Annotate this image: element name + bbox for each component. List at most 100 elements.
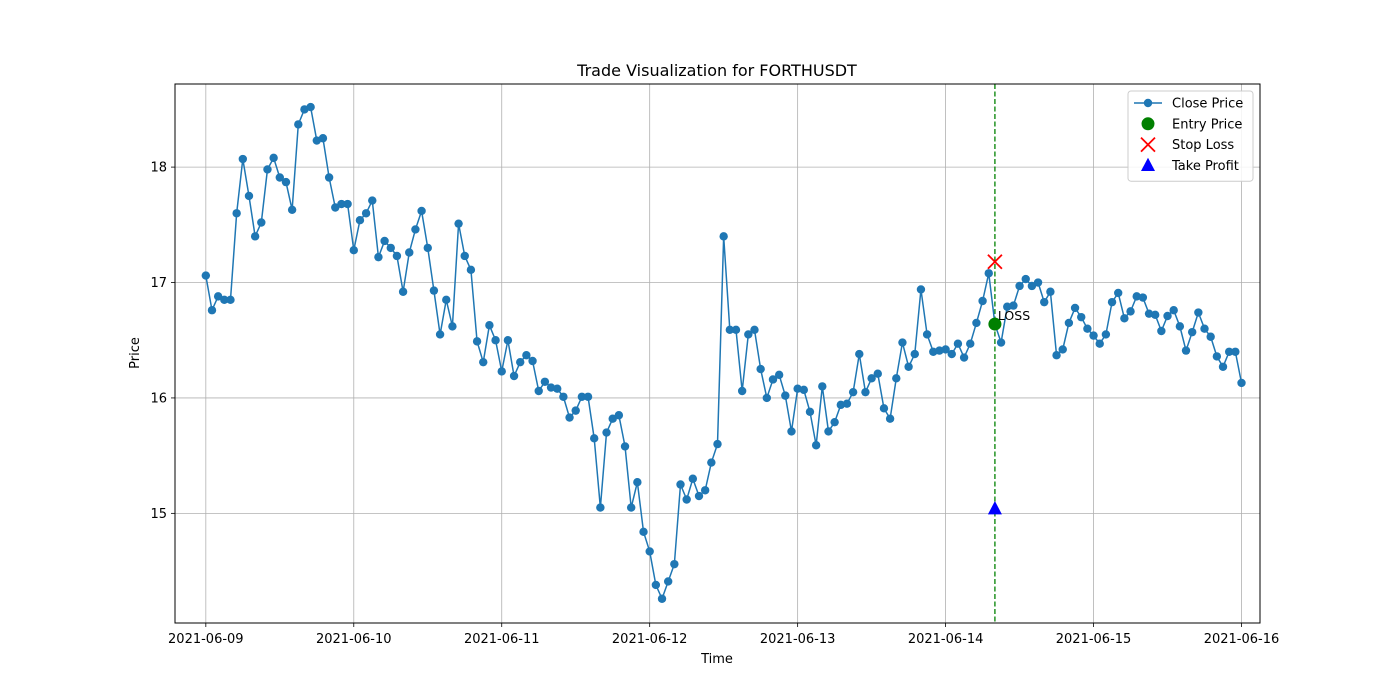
close-price-point — [762, 393, 772, 403]
close-price-point — [700, 486, 710, 495]
close-price-point — [355, 215, 365, 225]
close-price-point — [645, 547, 654, 556]
close-price-point — [799, 385, 809, 395]
close-price-point — [1194, 308, 1203, 317]
close-price-point — [1187, 327, 1197, 337]
close-price-point — [694, 491, 704, 501]
close-price-point — [688, 474, 698, 483]
close-price-point — [565, 413, 574, 422]
close-price-point — [1058, 345, 1067, 354]
close-price-point — [861, 387, 870, 397]
close-price-point — [522, 351, 531, 360]
close-price-point — [657, 594, 667, 603]
close-price-point — [220, 295, 229, 305]
x-tick-label: 2021-06-10 — [316, 632, 392, 647]
close-price-point — [1027, 281, 1037, 291]
close-price-point — [1033, 278, 1043, 287]
close-price-point — [226, 295, 235, 305]
close-price-point — [1181, 346, 1191, 355]
close-price-point — [756, 364, 765, 374]
x-tick-label: 2021-06-14 — [908, 632, 984, 647]
close-price-point — [713, 439, 722, 449]
close-price-point — [250, 232, 260, 241]
close-price-point — [343, 199, 352, 209]
close-price-point — [818, 382, 827, 391]
close-price-point — [368, 196, 377, 205]
close-price-point — [1231, 347, 1240, 356]
close-price-point — [466, 265, 476, 275]
close-price-point — [663, 577, 673, 586]
close-price-point — [559, 392, 568, 401]
close-price-point — [781, 391, 790, 400]
close-price-point — [201, 271, 211, 280]
close-price-point — [442, 295, 451, 305]
close-price-point — [275, 173, 284, 182]
close-price-point — [1083, 324, 1092, 333]
close-price-point — [448, 322, 457, 331]
close-price-point — [491, 336, 500, 345]
y-axis-label: Price — [128, 337, 143, 369]
legend-swatch-triangle — [1141, 157, 1155, 171]
markers-layer — [987, 254, 1003, 515]
close-price-point — [380, 236, 389, 246]
x-tick-label: 2021-06-09 — [168, 632, 244, 647]
close-price-point — [633, 477, 642, 487]
close-price-point — [608, 414, 617, 423]
close-price-point — [553, 384, 562, 393]
close-price-point — [959, 353, 969, 362]
close-price-point — [1163, 311, 1172, 321]
close-price-point — [676, 480, 685, 489]
x-axis-label: Time — [700, 652, 733, 667]
close-price-point — [842, 399, 852, 408]
close-price-point — [1114, 288, 1123, 298]
close-price-point — [294, 120, 303, 129]
close-price-point — [411, 225, 420, 234]
close-price-point — [972, 318, 981, 328]
close-price-point — [472, 337, 482, 346]
close-price-point — [596, 503, 605, 512]
close-price-point — [744, 330, 753, 339]
close-price-point — [1169, 306, 1178, 315]
series-layer — [201, 102, 1246, 603]
legend-frame — [1127, 90, 1254, 182]
legend-label: Stop Loss — [1172, 138, 1234, 153]
close-price-point — [922, 330, 932, 339]
close-price-point — [238, 154, 248, 164]
entry-price-marker — [988, 317, 1002, 331]
close-price-point — [1237, 378, 1246, 388]
close-price-point — [737, 386, 747, 396]
close-price-point — [590, 434, 599, 443]
close-price-point — [577, 392, 587, 401]
x-tick-label: 2021-06-13 — [760, 632, 836, 647]
annotations-layer: LOSS — [998, 308, 1030, 323]
close-price-point — [805, 407, 815, 416]
close-price-point — [1064, 318, 1074, 328]
close-price-point — [398, 287, 408, 296]
close-price-point — [774, 370, 784, 380]
close-price-point — [306, 102, 315, 112]
close-price-point — [207, 306, 217, 315]
close-price-point — [1107, 297, 1117, 307]
close-price-point — [1015, 281, 1024, 291]
close-price-point — [1009, 301, 1018, 310]
x-tick-label: 2021-06-15 — [1056, 632, 1132, 647]
close-price-point — [349, 246, 358, 255]
close-price-point — [281, 177, 291, 187]
close-price-point — [947, 349, 956, 359]
close-price-point — [1101, 330, 1111, 339]
close-price-point — [768, 375, 778, 384]
x-tick-label: 2021-06-12 — [612, 632, 688, 647]
close-price-point — [1021, 274, 1030, 284]
close-price-point — [811, 441, 821, 450]
close-price-point — [263, 165, 272, 174]
close-price-point — [904, 362, 913, 371]
trade-result-annotation: LOSS — [998, 308, 1030, 323]
axis-ticks: 2021-06-09 2021-06-10 2021-06-11 2021-06-12… — [150, 161, 1279, 647]
close-price-point — [984, 269, 993, 278]
close-price-point — [1218, 362, 1228, 371]
legend: Close Price Entry Price Stop Loss Take Prof… — [1127, 90, 1254, 182]
y-tick-label: 15 — [150, 507, 167, 522]
close-price-point — [1206, 332, 1215, 341]
close-price-point — [497, 367, 506, 376]
close-price-point — [232, 209, 241, 218]
